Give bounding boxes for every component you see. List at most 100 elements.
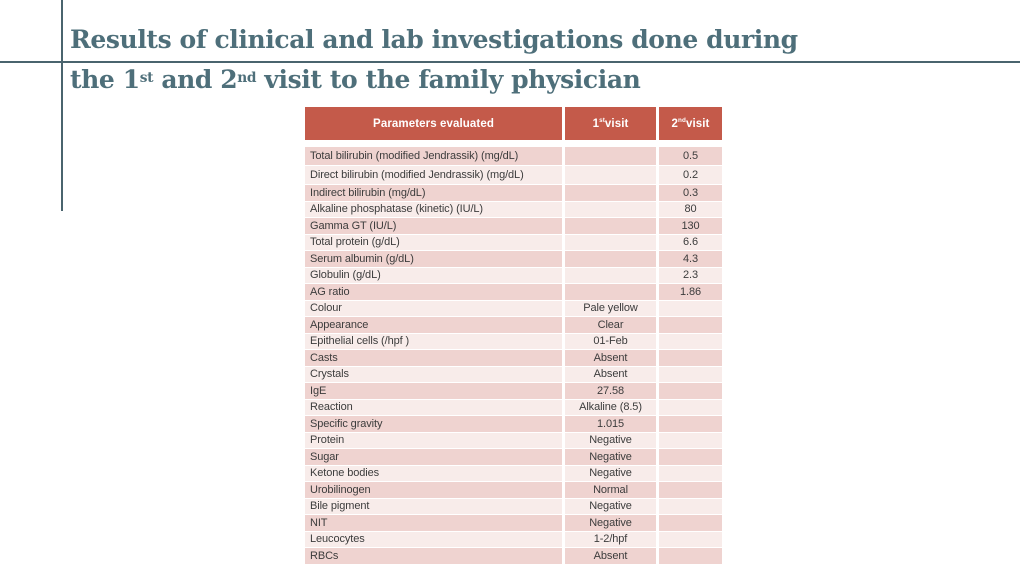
table-row: Globulin (g/dL) 2.3	[305, 267, 722, 284]
table-row: Indirect bilirubin (mg/dL) 0.3	[305, 185, 722, 202]
first-visit-base: 1	[592, 117, 600, 130]
cell-parameter: Sugar	[305, 449, 562, 466]
table-row: Sugar Negative	[305, 449, 722, 466]
table-row: Total bilirubin (modified Jendrassik) (m…	[305, 147, 722, 166]
cell-first-visit-value: 1-2/hpf	[565, 531, 656, 548]
first-visit-rest: visit	[604, 117, 629, 130]
table-row: NIT Negative	[305, 515, 722, 532]
cell-parameter: Protein	[305, 432, 562, 449]
cell-first-visit-value: 27.58	[565, 383, 656, 400]
cell-second-visit-value	[659, 350, 722, 367]
cell-parameter: Total protein (g/dL)	[305, 234, 562, 251]
cell-first-visit-value: Alkaline (8.5)	[565, 399, 656, 416]
title-line-1: Results of clinical and lab investigatio…	[70, 25, 798, 54]
table-row: Appearance Clear	[305, 317, 722, 334]
table-row: Colour Pale yellow	[305, 300, 722, 317]
cell-parameter: Epithelial cells (/hpf )	[305, 333, 562, 350]
cell-parameter: IgE	[305, 383, 562, 400]
cell-first-visit-value: Absent	[565, 350, 656, 367]
title-line-2: the 1st and 2nd visit to the family phys…	[70, 60, 1010, 100]
cell-second-visit-value	[659, 317, 722, 334]
table-row: Reaction Alkaline (8.5)	[305, 399, 722, 416]
cell-second-visit-value	[659, 531, 722, 548]
cell-second-visit-value	[659, 432, 722, 449]
table-row: RBCs Absent	[305, 548, 722, 565]
table-row: AG ratio 1.86	[305, 284, 722, 301]
cell-second-visit-value	[659, 465, 722, 482]
table-row: Urobilinogen Normal	[305, 482, 722, 499]
cell-first-visit-value: Absent	[565, 548, 656, 565]
horizontal-divider-line	[0, 61, 1020, 63]
cell-first-visit-value	[565, 166, 656, 185]
slide-title: Results of clinical and lab investigatio…	[70, 20, 1010, 100]
title-line-2-pre: the 1	[70, 65, 140, 94]
table-row: Ketone bodies Negative	[305, 465, 722, 482]
second-visit-base: 2	[671, 117, 679, 130]
cell-first-visit-value: Normal	[565, 482, 656, 499]
cell-first-visit-value: Clear	[565, 317, 656, 334]
cell-first-visit-value: Negative	[565, 515, 656, 532]
cell-first-visit-value	[565, 234, 656, 251]
title-superscript-nd: nd	[237, 69, 257, 86]
vertical-divider-line	[61, 0, 63, 211]
cell-parameter: Urobilinogen	[305, 482, 562, 499]
cell-first-visit-value: Pale yellow	[565, 300, 656, 317]
second-visit-rest: visit	[685, 117, 710, 130]
cell-first-visit-value	[565, 147, 656, 166]
cell-second-visit-value	[659, 449, 722, 466]
table-row: Leucocytes 1-2/hpf	[305, 531, 722, 548]
cell-parameter: Indirect bilirubin (mg/dL)	[305, 185, 562, 202]
table-row: Bile pigment Negative	[305, 498, 722, 515]
header-body-gap	[305, 140, 722, 147]
cell-second-visit-value	[659, 482, 722, 499]
cell-second-visit-value: 1.86	[659, 284, 722, 301]
cell-first-visit-value	[565, 201, 656, 218]
cell-second-visit-value	[659, 399, 722, 416]
cell-parameter: Colour	[305, 300, 562, 317]
cell-first-visit-value	[565, 185, 656, 202]
cell-first-visit-value	[565, 251, 656, 268]
cell-parameter: Total bilirubin (modified Jendrassik) (m…	[305, 147, 562, 166]
cell-parameter: NIT	[305, 515, 562, 532]
cell-second-visit-value: 6.6	[659, 234, 722, 251]
cell-parameter: RBCs	[305, 548, 562, 565]
cell-parameter: Direct bilirubin (modified Jendrassik) (…	[305, 166, 562, 185]
cell-parameter: Alkaline phosphatase (kinetic) (IU/L)	[305, 201, 562, 218]
cell-second-visit-value	[659, 383, 722, 400]
cell-first-visit-value: 1.015	[565, 416, 656, 433]
cell-parameter: Serum albumin (g/dL)	[305, 251, 562, 268]
cell-second-visit-value: 4.3	[659, 251, 722, 268]
cell-second-visit-value: 0.3	[659, 185, 722, 202]
title-line-2-mid: and 2	[153, 65, 238, 94]
table-row: Total protein (g/dL) 6.6	[305, 234, 722, 251]
cell-first-visit-value: Negative	[565, 465, 656, 482]
cell-first-visit-value: Negative	[565, 432, 656, 449]
table-row: Specific gravity 1.015	[305, 416, 722, 433]
cell-second-visit-value	[659, 515, 722, 532]
cell-parameter: AG ratio	[305, 284, 562, 301]
cell-parameter: Ketone bodies	[305, 465, 562, 482]
cell-second-visit-value: 0.2	[659, 166, 722, 185]
cell-parameter: Crystals	[305, 366, 562, 383]
cell-first-visit-value	[565, 218, 656, 235]
cell-second-visit-value	[659, 366, 722, 383]
cell-first-visit-value: Negative	[565, 449, 656, 466]
title-superscript-st: st	[139, 69, 154, 86]
cell-second-visit-value	[659, 548, 722, 565]
table-row: Casts Absent	[305, 350, 722, 367]
cell-parameter: Specific gravity	[305, 416, 562, 433]
column-header-parameters: Parameters evaluated	[305, 107, 562, 140]
cell-first-visit-value: Absent	[565, 366, 656, 383]
title-line-2-post: visit to the family physician	[256, 65, 641, 94]
cell-parameter: Globulin (g/dL)	[305, 267, 562, 284]
table-row: Crystals Absent	[305, 366, 722, 383]
cell-parameter: Appearance	[305, 317, 562, 334]
cell-first-visit-value: 01-Feb	[565, 333, 656, 350]
table-row: IgE 27.58	[305, 383, 722, 400]
table-body: Total bilirubin (modified Jendrassik) (m…	[305, 147, 722, 565]
